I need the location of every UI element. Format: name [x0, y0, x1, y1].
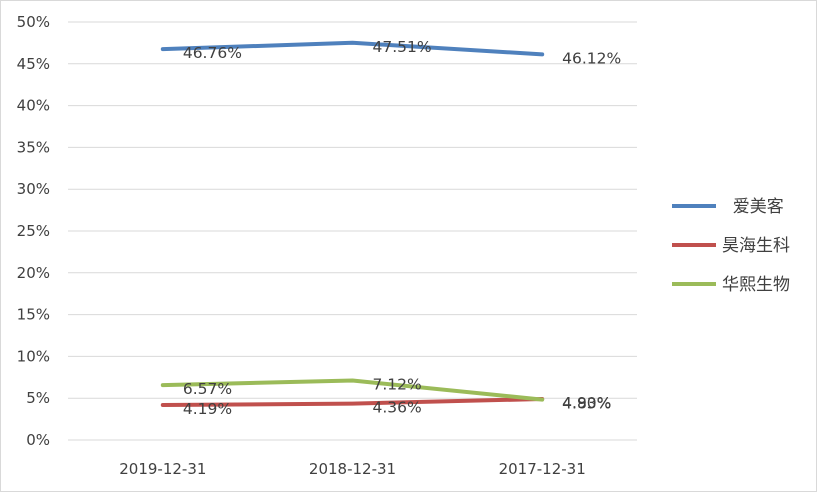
series-line-0	[160, 40, 545, 57]
data-label: 4.19%	[183, 400, 232, 418]
data-label: 4.83%	[562, 395, 611, 413]
y-tick-label: 35%	[17, 138, 50, 156]
data-label: 6.57%	[183, 380, 232, 398]
series-line-2	[160, 378, 545, 402]
y-tick-label: 40%	[17, 97, 50, 115]
x-tick-label: 2018-12-31	[309, 460, 396, 478]
y-tick-label: 5%	[26, 389, 50, 407]
y-tick-label: 20%	[17, 264, 50, 282]
data-label: 4.90%	[562, 394, 611, 412]
data-label: 4.36%	[373, 399, 422, 417]
data-labels: 46.76% 47.51% 46.12% 4.19% 4.36% 4.90% 6.57% 7.…	[183, 38, 621, 418]
y-tick-label: 15%	[17, 306, 50, 324]
y-tick-label: 25%	[17, 222, 50, 240]
y-axis-ticks: 0% 5% 10% 15% 20% 25% 30% 35% 40% 45% 50%	[17, 13, 50, 449]
x-tick-label: 2019-12-31	[119, 460, 206, 478]
series-lines	[160, 40, 545, 407]
y-tick-label: 0%	[26, 431, 50, 449]
data-label: 47.51%	[373, 38, 432, 56]
data-label: 46.12%	[562, 49, 621, 67]
data-label: 7.12%	[373, 375, 422, 393]
data-label: 46.76%	[183, 44, 242, 62]
x-axis-ticks: 2019-12-31 2018-12-31 2017-12-31	[119, 460, 586, 478]
x-tick-label: 2017-12-31	[499, 460, 586, 478]
legend-label: 昊海生科	[722, 236, 790, 256]
y-tick-label: 45%	[17, 55, 50, 73]
y-tick-label: 30%	[17, 180, 50, 198]
series-line-1	[160, 397, 545, 407]
legend-label: 爱美客	[722, 197, 784, 217]
y-tick-label: 50%	[17, 13, 50, 31]
grid-lines	[68, 21, 637, 441]
y-tick-label: 10%	[17, 347, 50, 365]
legend-label: 华熙生物	[722, 275, 790, 295]
